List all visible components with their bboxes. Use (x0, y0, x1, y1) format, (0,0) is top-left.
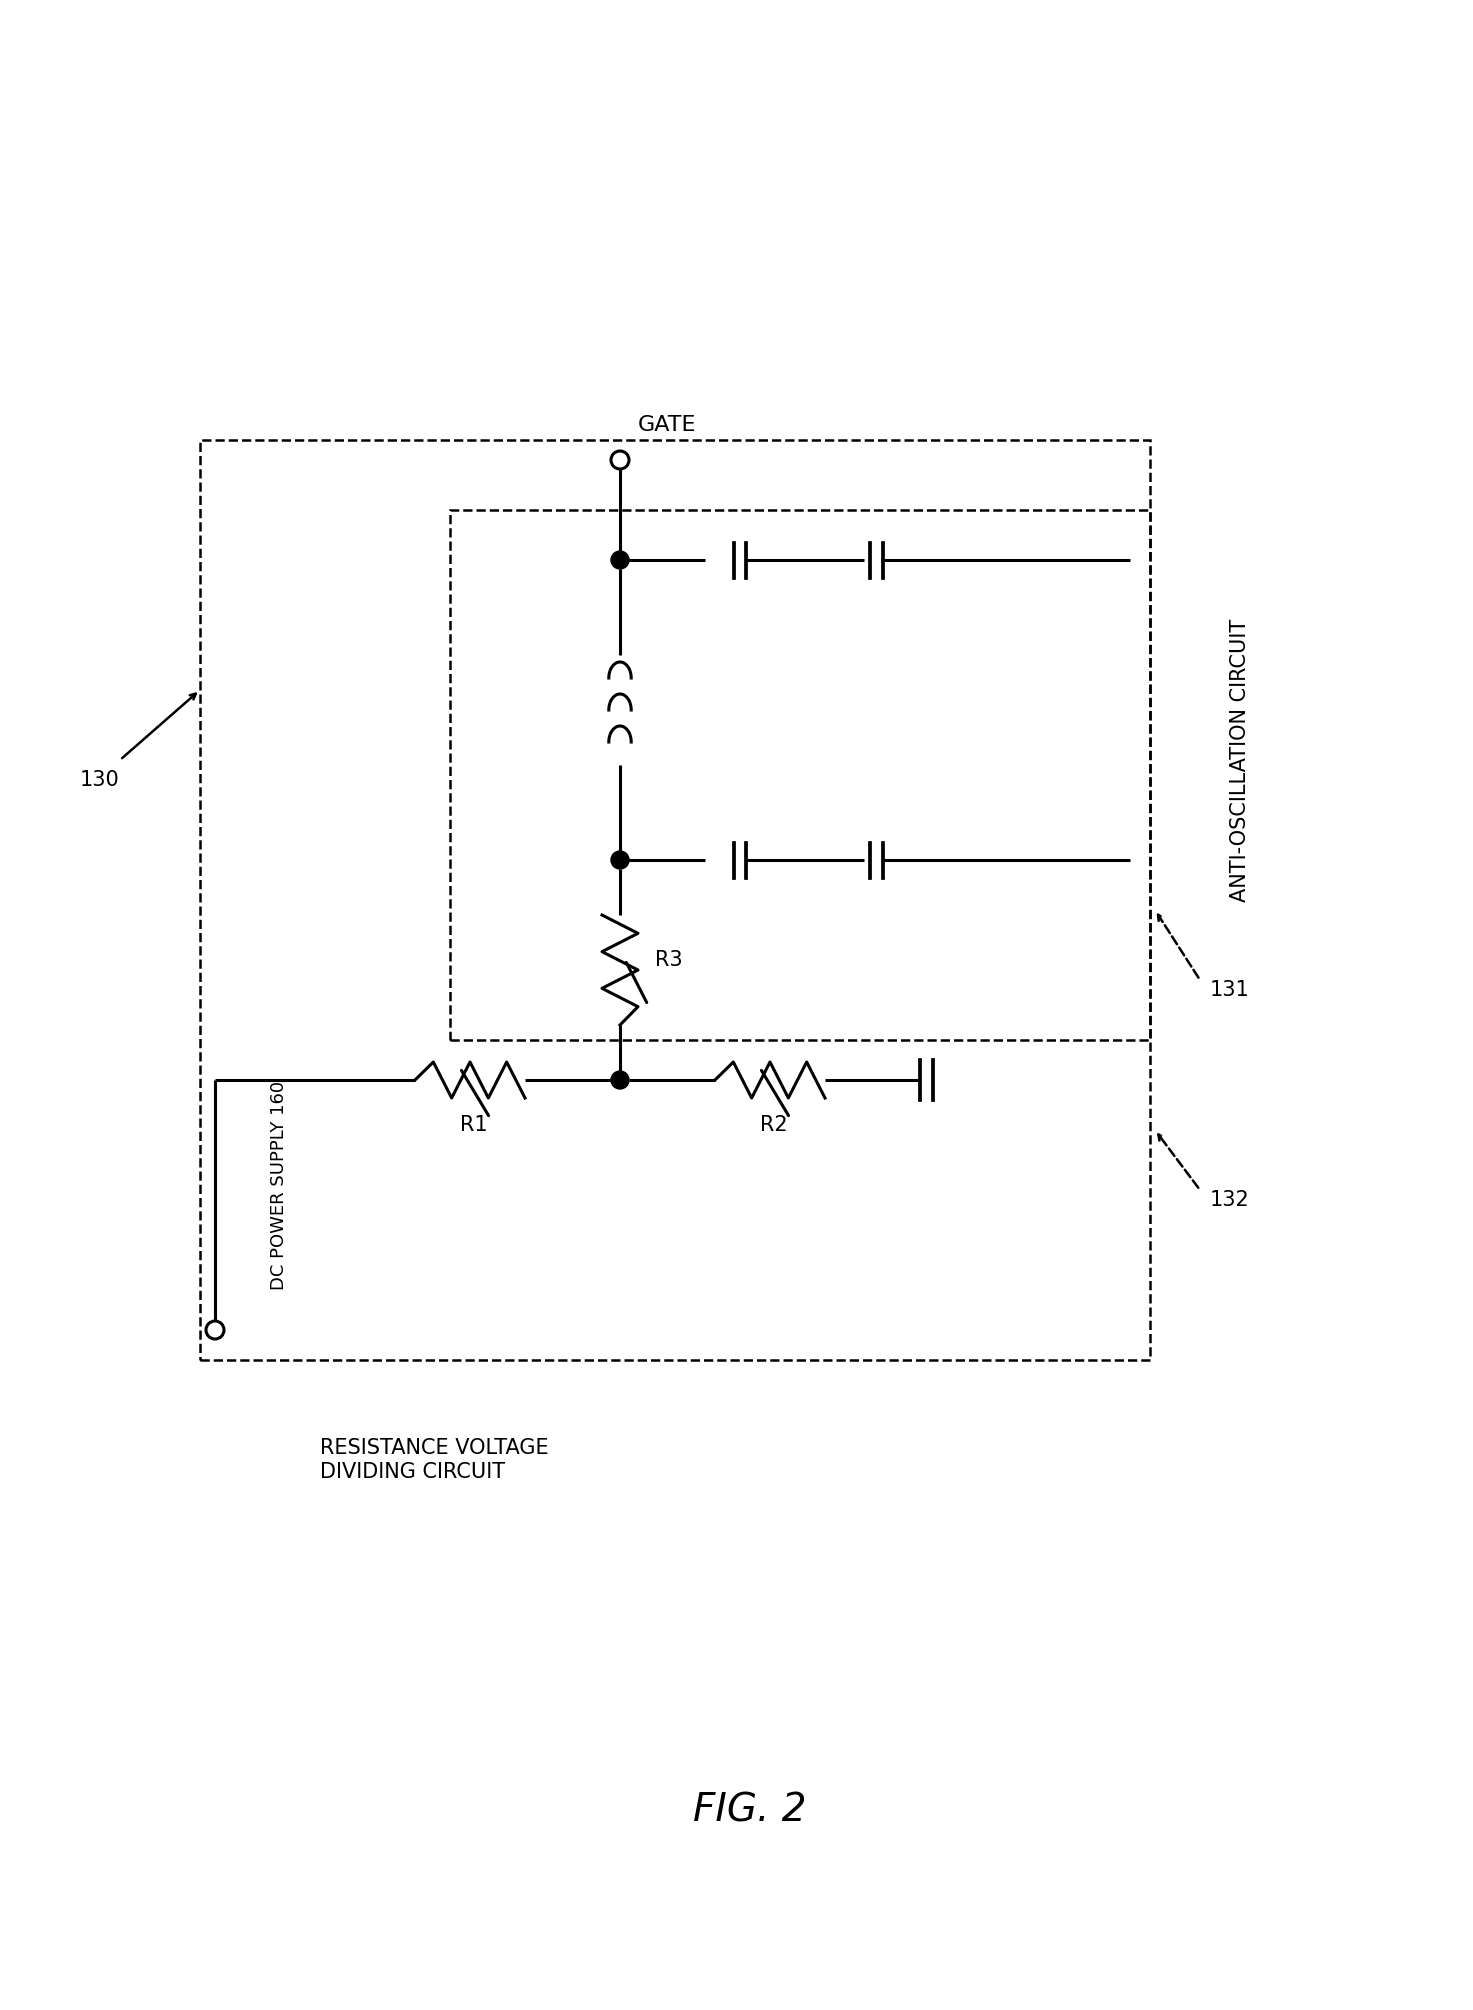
Circle shape (611, 551, 629, 569)
Text: ANTI-OSCILLATION CIRCUIT: ANTI-OSCILLATION CIRCUIT (1230, 619, 1251, 902)
Text: R2: R2 (760, 1116, 788, 1136)
Text: RESISTANCE VOLTAGE
DIVIDING CIRCUIT: RESISTANCE VOLTAGE DIVIDING CIRCUIT (320, 1439, 548, 1481)
Circle shape (611, 850, 629, 868)
Text: 131: 131 (1209, 981, 1249, 1001)
Circle shape (611, 450, 629, 468)
Text: R1: R1 (460, 1116, 488, 1136)
Text: FIG. 2: FIG. 2 (694, 1791, 807, 1829)
Text: DC POWER SUPPLY 160: DC POWER SUPPLY 160 (270, 1081, 289, 1290)
Text: GATE: GATE (638, 414, 697, 434)
Text: R3: R3 (655, 951, 682, 971)
Circle shape (206, 1321, 224, 1339)
Text: 130: 130 (80, 770, 119, 790)
Text: 132: 132 (1209, 1190, 1249, 1210)
Bar (200, 440, 1150, 1361)
Circle shape (611, 1071, 629, 1089)
Bar (449, 511, 1150, 1039)
